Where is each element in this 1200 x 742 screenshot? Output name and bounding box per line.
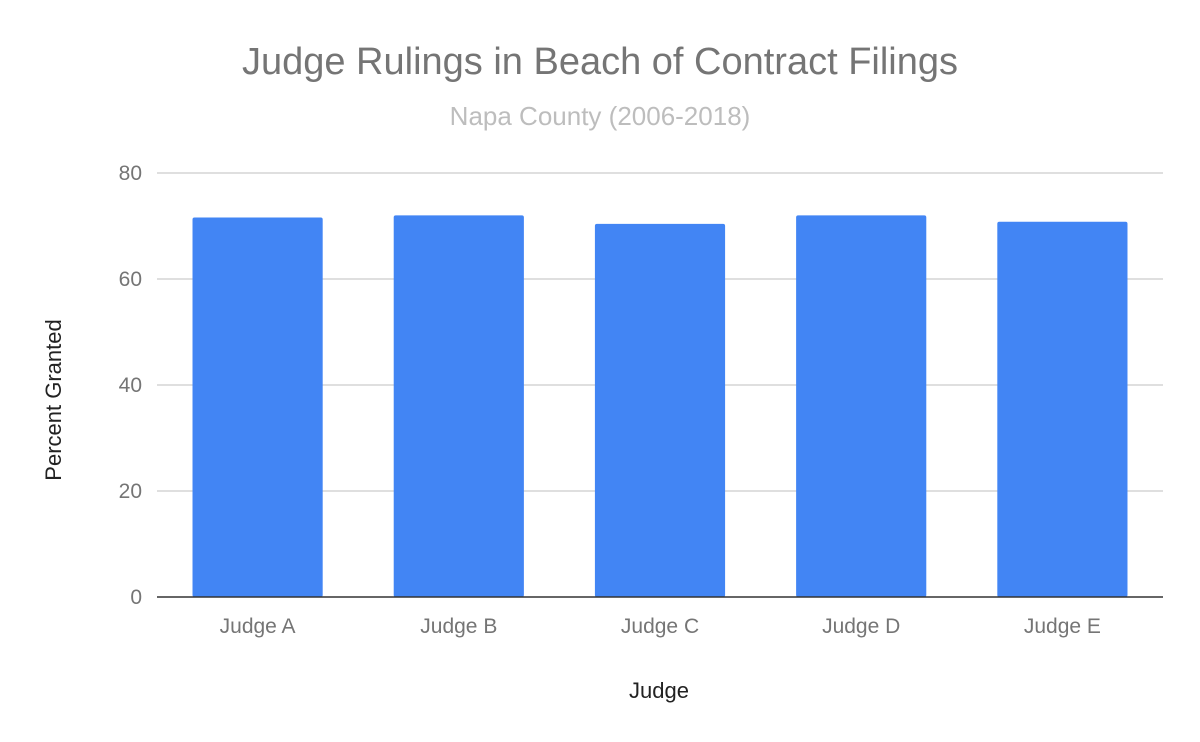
bar-judge-c — [594, 223, 726, 597]
x-tick-label: Judge D — [822, 615, 900, 638]
y-tick-label: 0 — [130, 586, 142, 609]
y-tick-label: 40 — [119, 374, 142, 397]
y-tick-label: 60 — [119, 268, 142, 291]
bar-judge-a — [192, 217, 323, 597]
bar-judge-b — [393, 215, 524, 597]
y-tick-label: 20 — [119, 480, 142, 503]
bar-judge-d — [796, 215, 927, 597]
x-tick-label: Judge B — [420, 615, 497, 638]
x-axis-ticks: Judge A Judge B Judge C Judge D Judge E — [220, 615, 1101, 638]
chart-subtitle: Napa County (2006-2018) — [450, 101, 751, 131]
x-tick-label: Judge A — [220, 615, 296, 638]
bar-judge-e — [997, 221, 1128, 597]
bars — [192, 215, 1128, 597]
y-axis-label: Percent Granted — [41, 319, 66, 480]
x-tick-label: Judge E — [1024, 615, 1101, 638]
x-tick-label: Judge C — [621, 615, 699, 638]
y-axis-ticks: 0 20 40 60 80 — [119, 162, 142, 609]
y-tick-label: 80 — [119, 162, 142, 185]
x-axis-label: Judge — [629, 678, 689, 703]
chart-title: Judge Rulings in Beach of Contract Filin… — [242, 41, 958, 83]
